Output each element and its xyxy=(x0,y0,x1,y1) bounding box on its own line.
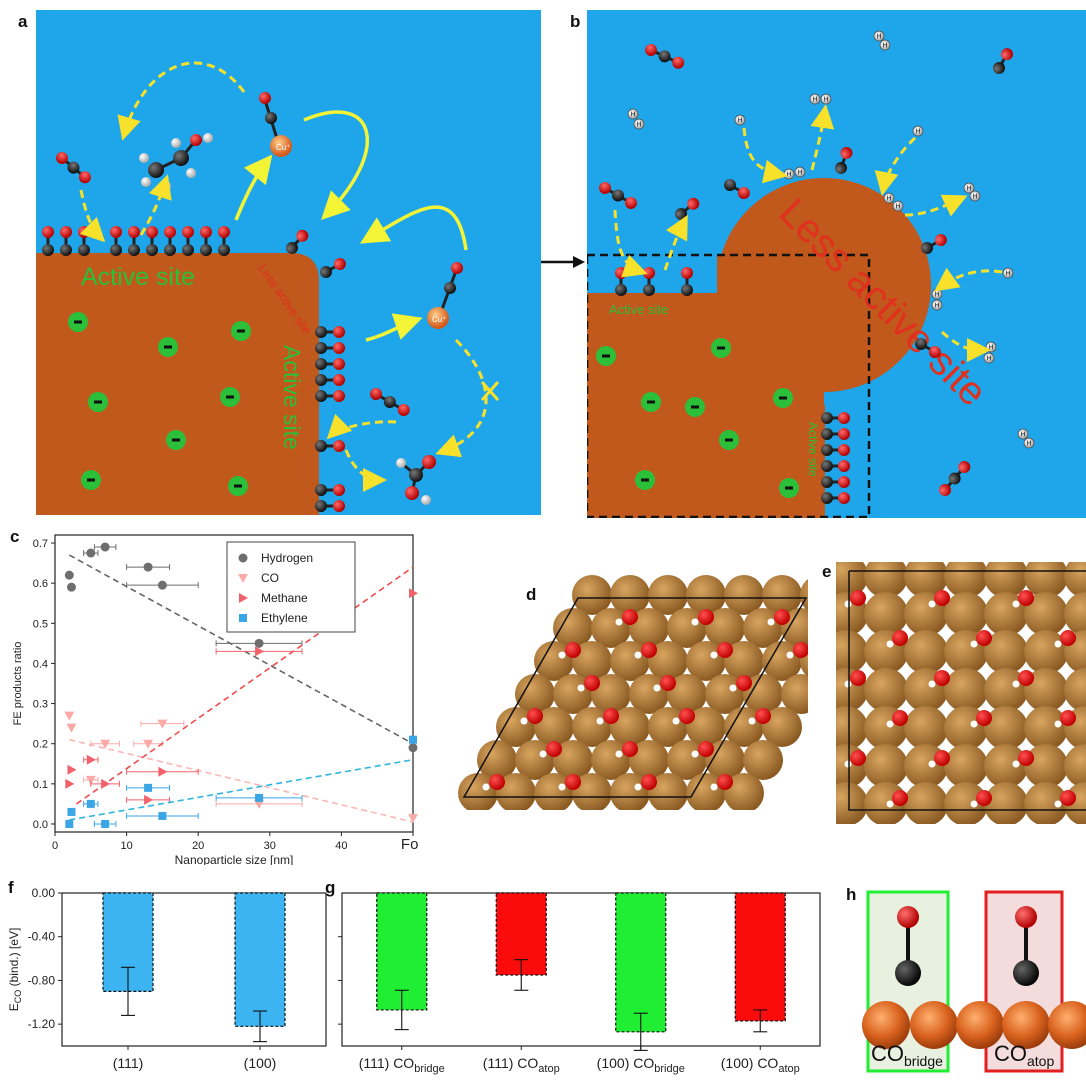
data-point xyxy=(67,583,76,592)
y-tick-label: 0.7 xyxy=(33,538,48,550)
data-point xyxy=(87,800,95,808)
category-label: (111) CObridge xyxy=(359,1055,445,1075)
bar xyxy=(735,893,785,1021)
category-label: (100) xyxy=(244,1055,277,1071)
atom-lattice xyxy=(836,562,1086,824)
y-tick-label: 0.6 xyxy=(33,578,48,590)
y-tick-label: 0.0 xyxy=(33,819,48,831)
legend-marker xyxy=(239,614,247,622)
x-tick-label: 40 xyxy=(335,840,347,852)
svg-text:H: H xyxy=(876,34,881,41)
svg-text:H: H xyxy=(882,43,887,50)
data-point xyxy=(101,820,109,828)
svg-text:H: H xyxy=(812,97,817,104)
svg-text:H: H xyxy=(915,129,920,136)
svg-text:H: H xyxy=(966,186,971,193)
active-site-label-top: Active site xyxy=(81,263,195,291)
plot-frame xyxy=(62,893,326,1046)
panel-letter-h: h xyxy=(846,885,856,905)
data-point xyxy=(144,563,153,572)
data-point xyxy=(255,794,263,802)
x-tick-label: Foil xyxy=(401,836,418,853)
svg-text:H: H xyxy=(737,118,742,125)
svg-text:Cu⁺: Cu⁺ xyxy=(276,143,290,152)
active-site-label-small: Active site xyxy=(609,302,668,317)
category-label: (111) COatop xyxy=(483,1055,560,1075)
category-label: (100) COatop xyxy=(721,1055,800,1075)
svg-text:H: H xyxy=(934,292,939,299)
svg-text:H: H xyxy=(1005,271,1010,278)
y-tick-label: -1.20 xyxy=(28,1017,56,1031)
panel-letter-e: e xyxy=(822,562,831,582)
chart-fe-ratio: 0.0 0.1 0.2 0.3 0.4 0.5 0.6 0.7 0 10 20 30 40 Foil Nan… xyxy=(8,530,418,865)
svg-text:H: H xyxy=(786,172,791,179)
category-label: (100) CObridge xyxy=(597,1055,685,1075)
y-tick-label: 0.00 xyxy=(32,886,56,900)
data-point xyxy=(409,743,418,752)
data-point xyxy=(158,812,166,820)
a-to-b-arrow xyxy=(541,254,587,270)
legend-marker xyxy=(239,554,248,563)
cu100-surface-model xyxy=(836,562,1086,824)
data-point xyxy=(409,736,417,744)
bar xyxy=(616,893,666,1032)
atom-lattice xyxy=(458,575,808,810)
active-site-label-side: Active site xyxy=(279,345,305,450)
y-tick-label: 0.4 xyxy=(33,658,48,670)
x-tick-label: 20 xyxy=(192,840,204,852)
svg-text:H: H xyxy=(823,97,828,104)
data-point xyxy=(255,639,264,648)
co-adsorption-sites: CObridge COatop xyxy=(856,885,1086,1075)
data-point xyxy=(144,784,152,792)
bar xyxy=(235,893,285,1026)
x-axis-label: Nanoparticle size [nm] xyxy=(175,853,294,865)
cu111-surface-model xyxy=(458,575,808,810)
y-tick-label: 0.5 xyxy=(33,618,48,630)
panel-b-schematic: Active site Less active site Active site xyxy=(587,10,1086,518)
data-point xyxy=(101,543,110,552)
svg-text:H: H xyxy=(986,356,991,363)
y-axis-label: ECO (bind.) [eV] xyxy=(7,928,23,1012)
data-point xyxy=(65,571,74,580)
y-tick-label: 0.2 xyxy=(33,739,48,751)
active-site-label-side: Active site xyxy=(806,422,820,477)
legend-label: CO xyxy=(261,571,279,585)
svg-text:H: H xyxy=(988,345,993,352)
svg-text:Cu⁺: Cu⁺ xyxy=(432,315,446,324)
y-tick-label: -0.80 xyxy=(28,973,56,987)
panel-letter-b: b xyxy=(570,12,580,32)
x-tick-label: 0 xyxy=(52,840,58,852)
svg-text:H: H xyxy=(1020,432,1025,439)
x-tick-label: 30 xyxy=(264,840,276,852)
legend-label: Ethylene xyxy=(261,611,308,625)
chart-co-site-binding: (111) CObridge (111) COatop (100) CObridge… xyxy=(336,880,826,1080)
svg-text:H: H xyxy=(895,204,900,211)
legend-label: Hydrogen xyxy=(261,551,313,565)
panel-a-schematic: Active site Less active site Active site… xyxy=(36,10,541,515)
svg-text:H: H xyxy=(630,112,635,119)
svg-text:H: H xyxy=(636,122,641,129)
data-point xyxy=(158,581,167,590)
data-point xyxy=(67,808,75,816)
data-point xyxy=(65,820,73,828)
category-label: (111) xyxy=(113,1055,144,1071)
svg-text:H: H xyxy=(797,170,802,177)
legend-label: Methane xyxy=(261,591,308,605)
panel-letter-g: g xyxy=(325,878,335,898)
y-tick-label: -0.40 xyxy=(28,930,56,944)
panel-letter-a: a xyxy=(18,12,27,32)
svg-text:H: H xyxy=(972,194,977,201)
y-axis-label: FE products ratio xyxy=(12,642,24,726)
y-tick-label: 0.1 xyxy=(33,779,48,791)
svg-text:H: H xyxy=(886,196,891,203)
svg-text:H: H xyxy=(934,303,939,310)
chart-eco-binding: 0.00 -0.40 -0.80 -1.20 (111) (100) ECO (bind.)… xyxy=(4,880,334,1080)
x-tick-label: 10 xyxy=(120,840,132,852)
svg-text:H: H xyxy=(1026,441,1031,448)
y-tick-label: 0.3 xyxy=(33,699,48,711)
